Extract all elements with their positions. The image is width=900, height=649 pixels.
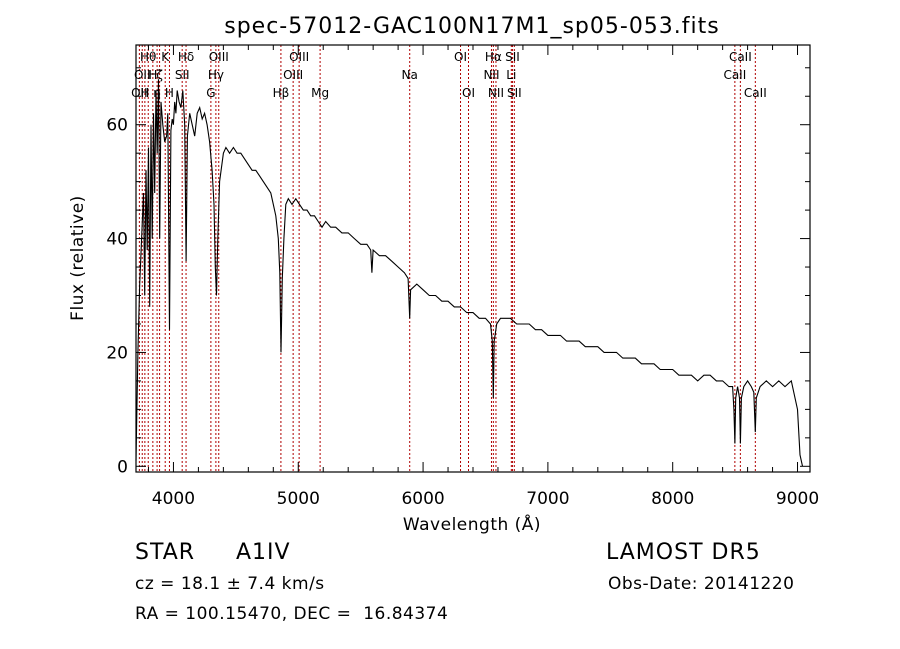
spectral-line-label: SII — [505, 50, 520, 64]
spectral-line-label: CaII — [744, 86, 767, 100]
spectral-line-label: η — [153, 86, 161, 100]
object-subclass: A1IV — [236, 540, 291, 565]
x-axis-label: Wavelength (Å) — [403, 513, 541, 535]
spectrum-line — [135, 79, 804, 467]
spectral-line-label: Hθ — [140, 50, 156, 64]
x-tick-label: 4000 — [152, 489, 195, 509]
spectral-line-labels: OIIOIIHHθHηζKHSIIHδGHγOIIIHβOIIIOIIIMgNa… — [131, 50, 767, 100]
spectral-line-label: OIII — [283, 68, 303, 82]
spectral-line-label: SII — [507, 86, 522, 100]
spectral-line-label: Hα — [485, 50, 502, 64]
y-tick-label: 20 — [106, 343, 128, 363]
spectral-line-label: OII — [134, 68, 151, 82]
plot-frame — [135, 44, 811, 473]
spectral-line-label: OI — [462, 86, 475, 100]
y-axis-label: Flux (relative) — [68, 195, 88, 321]
spectral-line-label: K — [161, 50, 170, 64]
spectral-line-label: Na — [402, 68, 418, 82]
y-tick-label: 40 — [106, 230, 128, 250]
spectral-line-label: Hδ — [178, 50, 194, 64]
spectral-line-label: Mg — [311, 86, 329, 100]
chart-title: spec-57012-GAC100N17M1_sp05-053.fits — [224, 14, 720, 39]
spectral-line-label: Hγ — [208, 68, 224, 82]
y-axis-ticks: 0 20 40 60 — [106, 67, 810, 477]
spectral-line-label: Hβ — [273, 86, 290, 100]
spectral-line-label: H — [165, 86, 174, 100]
spectral-line-label: OIII — [289, 50, 309, 64]
spectral-line-label: SII — [175, 68, 190, 82]
object-class: STAR — [135, 540, 196, 565]
y-tick-label: 60 — [106, 116, 128, 136]
spectral-line-label: CaII — [723, 68, 746, 82]
sky-coordinates: RA = 100.15470, DEC = 16.84374 — [135, 604, 449, 624]
spectral-line-label: ζ — [156, 68, 163, 82]
y-tick-label: 0 — [117, 457, 128, 477]
spectral-line-label: CaII — [729, 50, 752, 64]
spectral-line-label: H — [140, 86, 149, 100]
spectral-line-label: OII — [131, 86, 148, 100]
x-tick-label: 9000 — [776, 489, 819, 509]
spectral-line-label: OIII — [209, 50, 229, 64]
spectral-line-label: OI — [454, 50, 467, 64]
x-tick-label: 6000 — [401, 489, 444, 509]
redshift-velocity: cz = 18.1 ± 7.4 km/s — [135, 574, 325, 594]
x-tick-label: 5000 — [277, 489, 320, 509]
survey-name: LAMOST DR5 — [606, 540, 761, 565]
x-tick-label: 7000 — [526, 489, 569, 509]
spectral-line-label: Li — [506, 68, 516, 82]
spectral-line-label: H — [148, 68, 157, 82]
spectral-line-markers — [138, 45, 756, 472]
x-tick-label: 8000 — [651, 489, 694, 509]
spectral-line-label: NII — [483, 68, 499, 82]
spectral-line-label: G — [206, 86, 215, 100]
observation-date: Obs-Date: 20141220 — [608, 574, 795, 594]
spectral-line-label: NII — [488, 86, 504, 100]
x-axis-ticks: 4000 5000 6000 7000 8000 9000 — [147, 45, 819, 509]
